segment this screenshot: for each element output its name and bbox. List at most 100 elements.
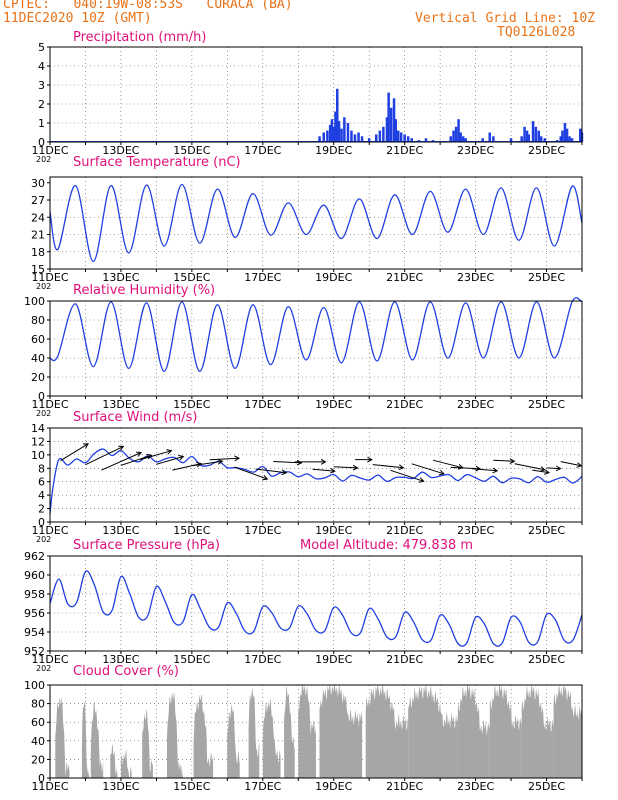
precip-bar	[561, 130, 564, 142]
y-tick-label: 960	[24, 569, 45, 582]
header-model-code: TQ0126L028	[497, 25, 576, 40]
wind-arrow-head	[438, 469, 445, 476]
x-year-stub: 202	[36, 664, 51, 673]
precip-bar	[385, 117, 389, 142]
x-tick-label: 21DEC	[386, 271, 423, 284]
y-tick-label: 3	[38, 79, 45, 92]
precip-bar	[387, 92, 390, 142]
y-tick-label: 24	[31, 211, 45, 224]
y-tick-label: 962	[24, 550, 45, 563]
panel-title-temp: Surface Temperature (nC)	[73, 155, 241, 170]
cloud-area	[55, 697, 70, 778]
cloud-area	[142, 708, 153, 778]
y-tick-label: 40	[31, 735, 45, 748]
y-tick-label: 60	[31, 333, 45, 346]
y-tick-label: 20	[31, 371, 45, 384]
wind-arrow	[390, 469, 424, 482]
y-tick-label: 958	[24, 588, 45, 601]
precip-bar	[336, 88, 339, 142]
wind-arrow	[209, 457, 240, 461]
wind-arrow-head	[539, 466, 546, 472]
x-tick-label: 19DEC	[315, 524, 352, 537]
x-tick-label: 17DEC	[244, 271, 281, 284]
cloud-area	[227, 703, 240, 778]
wind-arrow-head	[136, 451, 143, 457]
y-tick-label: 21	[31, 229, 45, 242]
cloud-area	[193, 694, 214, 778]
series-line-rh	[49, 297, 583, 372]
x-year-stub: 202	[36, 282, 51, 291]
precip-bar	[531, 121, 535, 142]
x-tick-label: 13DEC	[102, 524, 139, 537]
x-tick-label: 25DEC	[528, 653, 565, 666]
wind-arrow	[312, 468, 335, 472]
panel-cloud: Cloud Cover (%) 0 20 40 60 80 100 11DEC 13DEC 15D…	[24, 664, 583, 793]
x-tick-label: 11DEC	[31, 271, 68, 284]
x-year-stub: 202	[36, 155, 51, 164]
wind-arrow	[411, 463, 445, 475]
x-tick-label: 17DEC	[244, 524, 281, 537]
precip-bar	[461, 136, 465, 142]
wind-arrow	[60, 443, 89, 462]
precip-bar	[330, 119, 334, 142]
x-year-stub: 202	[36, 535, 51, 544]
y-tick-label: 1	[38, 117, 45, 130]
y-tick-label: 952	[24, 645, 45, 658]
precip-bar	[360, 136, 364, 142]
y-tick-label: 20	[31, 753, 45, 766]
wind-arrow	[546, 467, 561, 470]
precip-bar	[457, 119, 460, 142]
precip-bar	[403, 134, 406, 142]
y-tick-label: 0	[38, 516, 45, 529]
wind-arrow	[432, 459, 464, 469]
wind-arrow	[560, 461, 582, 467]
panel-rh: Relative Humidity (%) 0 20 40 60 80 100 11DEC 13…	[24, 283, 583, 418]
y-tick-label: 10	[31, 449, 45, 462]
wind-arrow-head	[196, 461, 203, 468]
y-tick-label: 4	[38, 489, 45, 502]
precip-bar	[340, 128, 343, 142]
y-tick-label: 18	[31, 246, 45, 259]
precip-bar	[537, 130, 540, 142]
wind-arrow-head	[166, 449, 173, 455]
x-tick-label: 17DEC	[244, 653, 281, 666]
x-tick-label: 13DEC	[102, 398, 139, 411]
y-tick-label: 8	[38, 462, 45, 475]
y-tick-label: 0	[38, 136, 45, 149]
precip-bar	[378, 130, 382, 142]
wind-arrow-head	[330, 467, 336, 474]
cloud-area	[81, 701, 89, 778]
precip-bar	[527, 134, 530, 142]
precip-bar	[523, 126, 526, 142]
wind-arrow-head	[367, 456, 373, 463]
precip-bar	[488, 132, 491, 142]
precip-bar	[492, 136, 495, 142]
x-tick-label: 23DEC	[457, 780, 494, 793]
precip-bar	[328, 124, 332, 142]
precip-bar	[406, 136, 410, 142]
header-station: CPTEC: 040:19W-08:53S CURACA (BA)	[3, 0, 293, 12]
series-line-temp	[49, 183, 583, 263]
precip-bar	[559, 136, 562, 142]
precip-bar	[322, 132, 325, 142]
y-tick-label: 2	[38, 503, 45, 516]
wind-arrow	[372, 464, 404, 469]
precip-bar	[539, 136, 543, 142]
precip-bar	[326, 130, 329, 142]
cloud-area	[90, 700, 104, 778]
y-tick-label: 100	[24, 679, 45, 692]
panel-title-cloud: Cloud Cover (%)	[73, 664, 179, 679]
precip-bar	[543, 138, 546, 142]
wind-arrow	[273, 461, 302, 464]
y-tick-label: 0	[38, 390, 45, 403]
precip-bar	[357, 132, 360, 142]
x-tick-label: 23DEC	[457, 271, 494, 284]
x-tick-label: 25DEC	[528, 398, 565, 411]
x-tick-label: 19DEC	[315, 780, 352, 793]
x-tick-label: 21DEC	[386, 524, 423, 537]
wind-arrow	[514, 463, 545, 471]
panel-frame	[49, 300, 583, 397]
y-tick-label: 15	[31, 263, 45, 276]
wind-arrow-head	[83, 443, 89, 449]
precip-bar	[459, 132, 462, 142]
